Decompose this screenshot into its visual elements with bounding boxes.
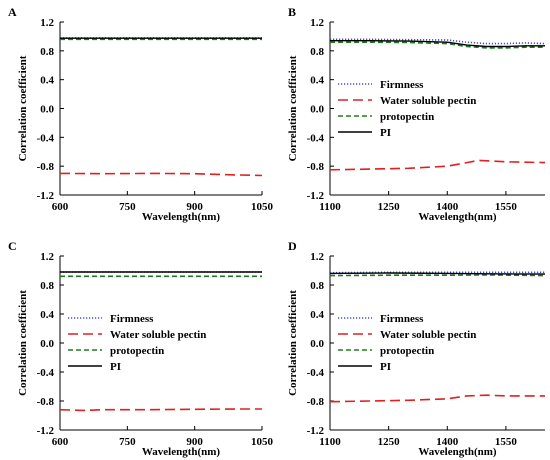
series-line-protopectin bbox=[330, 41, 545, 49]
series-line-water-soluble-pectin bbox=[59, 172, 263, 177]
y-tick-label: -0.4 bbox=[37, 132, 55, 144]
y-axis-label: Correlation coefficient bbox=[287, 290, 299, 396]
y-tick-label: -1.2 bbox=[307, 425, 325, 437]
legend-label: protopectin bbox=[380, 111, 434, 123]
chart-panel-b: B -1.2 -0.8 -0.4 0.0 0.4 0.8 1.2 1100 1250 1400 155… bbox=[287, 5, 546, 223]
y-tick-label: 0.4 bbox=[40, 309, 54, 321]
series-line-pi bbox=[329, 272, 546, 275]
x-tick-label: 1400 bbox=[436, 436, 459, 448]
x-tick-label: 1100 bbox=[319, 436, 341, 448]
y-tick-label: -0.8 bbox=[307, 161, 325, 173]
y-tick-label: -0.8 bbox=[37, 161, 55, 173]
x-tick-label: 1550 bbox=[495, 436, 518, 448]
y-tick-label: 0.0 bbox=[40, 338, 54, 350]
legend-label: protopectin bbox=[110, 345, 164, 357]
y-tick-label: 0.8 bbox=[310, 46, 324, 58]
x-tick-label: 1100 bbox=[319, 201, 341, 213]
y-tick-label: -0.4 bbox=[37, 367, 55, 379]
x-tick-label: 750 bbox=[119, 436, 136, 448]
y-tick-label: 0.0 bbox=[310, 104, 324, 116]
legend-label: Firmness bbox=[110, 313, 154, 325]
series-line-protopectin bbox=[329, 274, 546, 277]
x-tick-label: 1400 bbox=[436, 201, 459, 213]
y-tick-label: -0.8 bbox=[37, 396, 55, 408]
legend-label: Firmness bbox=[380, 79, 424, 91]
y-tick-label: -1.2 bbox=[37, 425, 55, 437]
series-line-water-soluble-pectin bbox=[59, 408, 262, 412]
y-tick-label: 1.2 bbox=[310, 251, 324, 263]
y-tick-label: 0.8 bbox=[40, 46, 54, 58]
y-tick-label: -0.4 bbox=[307, 132, 325, 144]
y-tick-label: 0.4 bbox=[310, 75, 324, 87]
x-tick-label: 1550 bbox=[495, 201, 518, 213]
chart-panel-c: C -1.2 -0.8 -0.4 0.0 0.4 0.8 1.2 600 750 900 1050 Wa… bbox=[8, 239, 274, 458]
x-tick-label: 1050 bbox=[251, 201, 274, 213]
x-axis-label: Wavelength(nm) bbox=[418, 211, 497, 223]
legend-label: PI bbox=[380, 361, 391, 373]
y-axis-label: Correlation coefficient bbox=[17, 55, 29, 161]
x-axis-label: Wavelength(nm) bbox=[418, 446, 497, 458]
legend-label: Water soluble pectin bbox=[380, 329, 476, 341]
legend-label: PI bbox=[110, 361, 121, 373]
legend-label: Firmness bbox=[380, 313, 424, 325]
y-tick-label: 0.0 bbox=[40, 104, 54, 116]
y-tick-label: 1.2 bbox=[40, 251, 54, 263]
y-tick-label: 0.4 bbox=[310, 309, 324, 321]
x-tick-label: 750 bbox=[119, 201, 136, 213]
series-line-pi bbox=[330, 40, 545, 48]
x-tick-label: 900 bbox=[186, 201, 203, 213]
series-line-firmness bbox=[330, 38, 546, 45]
y-tick-label: 0.4 bbox=[40, 75, 54, 87]
y-tick-label: 0.0 bbox=[310, 338, 324, 350]
chart-panel-d: D -1.2 -0.8 -0.4 0.0 0.4 0.8 1.2 1100 1250 1400 155… bbox=[287, 239, 546, 458]
x-tick-label: 1050 bbox=[251, 436, 274, 448]
y-tick-label: -1.2 bbox=[37, 190, 55, 202]
x-tick-label: 1250 bbox=[378, 201, 401, 213]
panel-label: D bbox=[288, 239, 297, 253]
y-tick-label: -1.2 bbox=[307, 190, 325, 202]
y-axis-label: Correlation coefficient bbox=[287, 55, 299, 161]
x-tick-label: 900 bbox=[186, 436, 203, 448]
x-tick-label: 600 bbox=[52, 201, 69, 213]
panel-label: B bbox=[288, 5, 296, 19]
series-line-water-soluble-pectin bbox=[329, 159, 546, 171]
legend-label: PI bbox=[380, 127, 391, 139]
legend-label: Water soluble pectin bbox=[380, 95, 476, 107]
y-tick-label: -0.8 bbox=[307, 396, 325, 408]
series-line-water-soluble-pectin bbox=[329, 394, 545, 403]
y-tick-label: 1.2 bbox=[310, 17, 324, 29]
x-tick-label: 1250 bbox=[378, 436, 401, 448]
legend-label: protopectin bbox=[380, 345, 434, 357]
y-tick-label: 1.2 bbox=[40, 17, 54, 29]
y-tick-label: -0.4 bbox=[307, 367, 325, 379]
panel-label: C bbox=[8, 239, 17, 253]
legend-label: Water soluble pectin bbox=[110, 329, 206, 341]
x-axis-label: Wavelength(nm) bbox=[142, 446, 221, 458]
chart-panel-a: A -1.2 -0.8 -0.4 0.0 0.4 0.8 1.2 600 750 900 1050 Wa… bbox=[8, 5, 274, 223]
x-tick-label: 600 bbox=[52, 436, 69, 448]
panel-label: A bbox=[8, 5, 17, 19]
y-tick-label: 0.8 bbox=[310, 280, 324, 292]
y-tick-label: 0.8 bbox=[40, 280, 54, 292]
x-axis-label: Wavelength(nm) bbox=[142, 211, 221, 223]
y-axis-label: Correlation coefficient bbox=[17, 290, 29, 396]
